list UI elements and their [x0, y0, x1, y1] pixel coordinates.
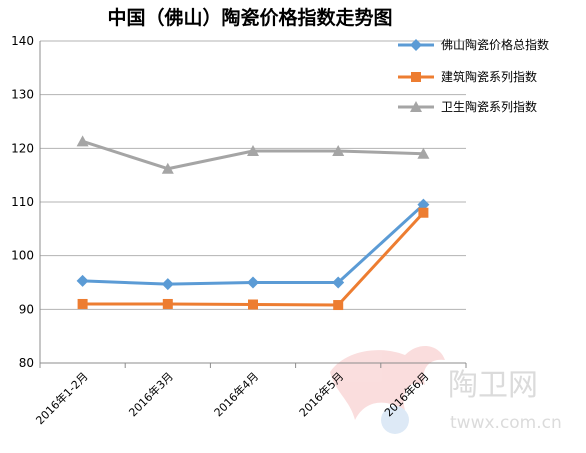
axes: [39, 41, 467, 368]
legend-label-total: 佛山陶瓷价格总指数: [441, 37, 549, 52]
data-point-s1-2: [248, 299, 258, 310]
y-tick-label-140: 140: [11, 34, 34, 48]
legend: 佛山陶瓷价格总指数 建筑陶瓷系列指数 卫生陶瓷系列指数: [398, 37, 549, 114]
y-tick-label-130: 130: [11, 88, 34, 102]
y-tick-label-110: 110: [11, 195, 34, 209]
data-point-s2-4: [417, 147, 430, 159]
gridlines: [40, 40, 466, 310]
y-axis-ticks: 80 90 100 110 120 130 140: [11, 34, 34, 370]
watermark-url: twwx.com.cn: [450, 413, 562, 433]
x-tick-label-2: 2016年4月: [211, 369, 261, 419]
y-tick-label-80: 80: [19, 356, 34, 370]
data-point-s1-0: [77, 298, 88, 309]
data-point-s0-2: [247, 276, 259, 289]
x-tick-label-0: 2016年1-2月: [33, 369, 91, 427]
y-tick-label-120: 120: [11, 141, 34, 155]
data-point-s0-0: [76, 274, 89, 287]
data-point-s0-1: [161, 278, 174, 291]
data-point-s2-1: [161, 162, 174, 174]
x-tick-label-1: 2016年3月: [126, 369, 176, 419]
series-markers: [76, 135, 430, 311]
watermark-site-name: 陶卫网: [448, 368, 538, 403]
data-point-s1-1: [162, 298, 173, 309]
legend-item-total: 佛山陶瓷价格总指数: [398, 37, 549, 52]
series-line-0: [82, 203, 425, 286]
legend-label-building: 建筑陶瓷系列指数: [441, 69, 537, 84]
data-point-s1-4: [418, 207, 429, 218]
watermark-logo: 陶卫网 twwx.com.cn: [330, 345, 562, 434]
data-point-s0-3: [332, 276, 345, 289]
y-tick-label-100: 100: [11, 249, 34, 263]
legend-label-sanitary: 卫生陶瓷系列指数: [441, 99, 537, 114]
legend-item-building: 建筑陶瓷系列指数: [398, 69, 537, 84]
legend-item-sanitary: 卫生陶瓷系列指数: [398, 99, 537, 114]
data-point-s0-4: [417, 198, 430, 211]
y-tick-label-90: 90: [19, 302, 34, 316]
series-line-1: [82, 211, 425, 307]
x-tick-label-3: 2016年5月: [296, 369, 346, 419]
chart-title: 中国（佛山）陶瓷价格指数走势图: [107, 6, 392, 29]
data-point-s2-2: [247, 145, 259, 157]
data-point-s2-3: [332, 145, 345, 157]
data-point-s1-3: [333, 300, 344, 311]
data-point-s2-0: [76, 135, 89, 147]
